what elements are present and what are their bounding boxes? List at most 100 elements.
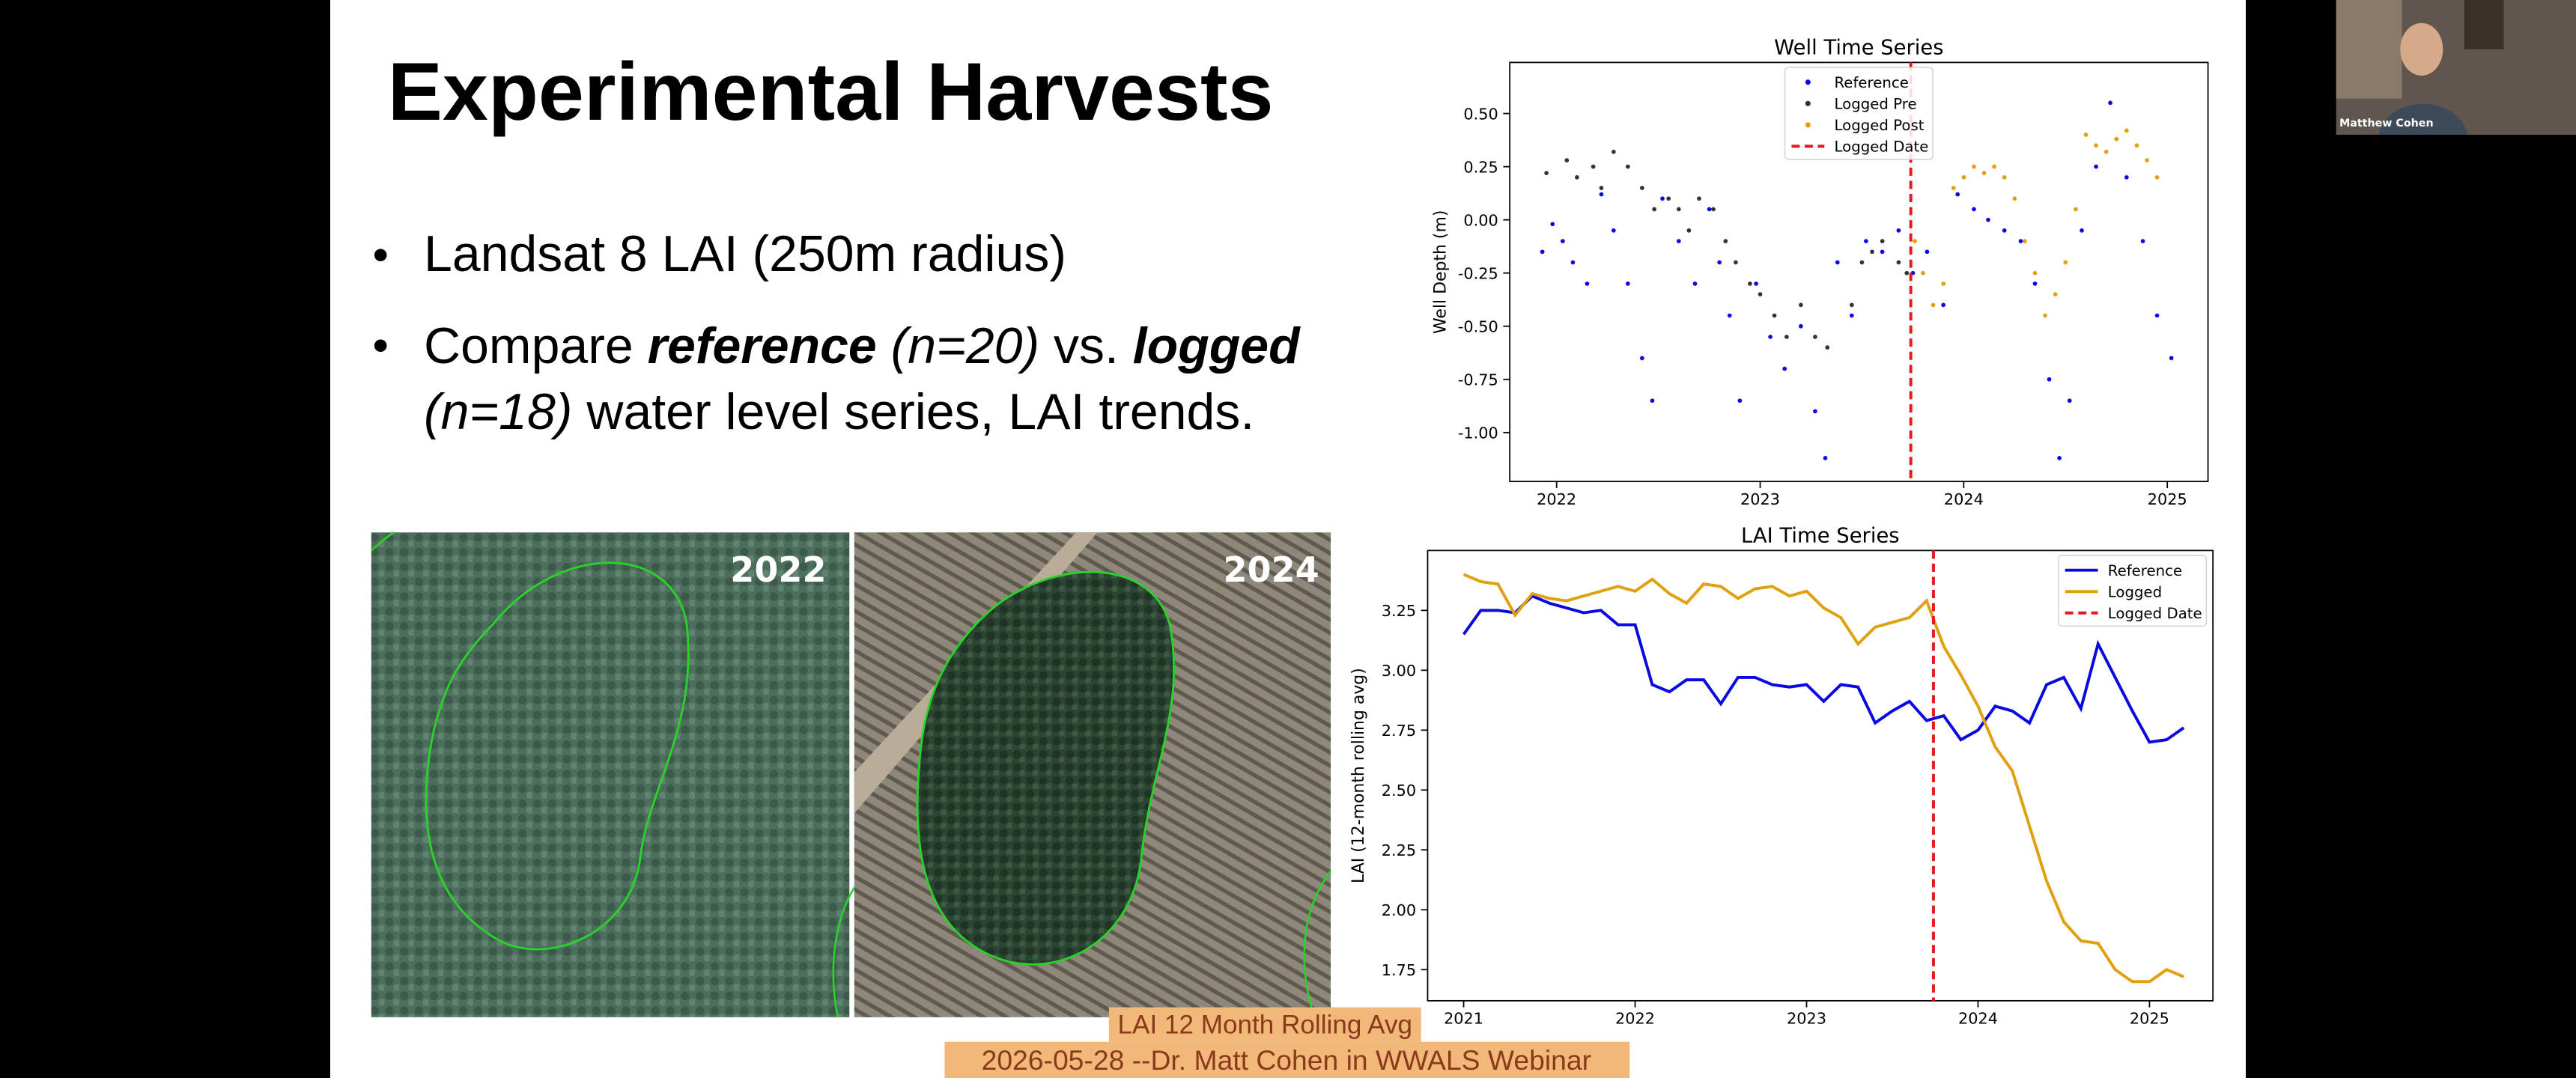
y-tick-label: -0.75 xyxy=(1458,371,1498,389)
legend-box xyxy=(2058,555,2208,627)
data-point xyxy=(1660,196,1665,201)
data-point xyxy=(1904,270,1910,275)
data-point xyxy=(1955,192,1960,197)
legend-label: Logged Pre xyxy=(1834,96,1916,113)
bullet-marker: • xyxy=(368,232,393,281)
data-point xyxy=(2067,398,2072,404)
data-point xyxy=(1799,302,1803,308)
photo-label: 2022 xyxy=(730,549,826,590)
data-point xyxy=(1880,239,1885,243)
data-point xyxy=(1896,228,1901,233)
caption: 2026-05-28 --Dr. Matt Cohen in WWALS Web… xyxy=(982,1044,1591,1076)
data-point xyxy=(1737,398,1743,404)
data-point xyxy=(1734,260,1738,265)
data-point xyxy=(1650,398,1655,404)
y-tick-label: 0.50 xyxy=(1463,105,1498,123)
data-point xyxy=(1813,335,1817,339)
data-point xyxy=(1692,281,1698,286)
y-tick-label: 2.00 xyxy=(1382,901,1416,919)
text-run: reference xyxy=(648,317,877,374)
text-run: Compare xyxy=(424,317,648,374)
x-tick-label: 2023 xyxy=(1740,490,1780,508)
data-point xyxy=(1870,249,1874,255)
data-point xyxy=(1986,217,1990,222)
y-tick-label: 2.50 xyxy=(1382,782,1416,800)
data-point xyxy=(1570,260,1576,265)
legend-box xyxy=(1784,67,1933,160)
data-point xyxy=(2134,143,2139,148)
data-point xyxy=(1723,239,1728,243)
charts: Well Time Series Well Depth (m) 0.50 0.25 0.… xyxy=(1349,36,2214,1028)
text-run: (n=20) xyxy=(877,317,1039,374)
data-point xyxy=(1772,313,1777,318)
data-point xyxy=(1941,302,1946,308)
data-point xyxy=(1727,313,1732,318)
data-point xyxy=(1784,335,1789,339)
x-tick-label: 2024 xyxy=(1944,490,1984,508)
data-point xyxy=(1992,164,1996,169)
bullet-marker: • xyxy=(368,323,393,372)
data-point xyxy=(1540,249,1545,255)
data-point xyxy=(1931,302,1936,308)
caption-box xyxy=(1108,1007,1421,1042)
data-point xyxy=(1813,409,1817,414)
data-point xyxy=(2057,456,2062,460)
legend-marker xyxy=(1805,79,1811,85)
data-point xyxy=(2053,292,2058,296)
data-point xyxy=(2124,174,2129,180)
data-line xyxy=(1462,594,2185,744)
x-tick-label: 2025 xyxy=(2130,1010,2169,1028)
photo: 2022 xyxy=(370,532,850,1017)
data-point xyxy=(1599,186,1604,190)
photo: 2024 xyxy=(832,532,1332,1018)
data-point xyxy=(1544,171,1549,176)
data-point xyxy=(2124,128,2129,133)
video-background xyxy=(2464,0,2504,49)
data-point xyxy=(2114,136,2119,141)
bullet-text: Compare reference (n=20) vs. logged xyxy=(424,317,1301,374)
data-point xyxy=(1921,270,1925,275)
data-point xyxy=(2032,281,2038,286)
text-run: water level series, LAI trends. xyxy=(572,383,1254,440)
data-point xyxy=(1961,174,1966,180)
data-point xyxy=(1880,249,1885,255)
y-tick-label: 2.25 xyxy=(1382,841,1416,859)
data-point xyxy=(1925,249,1930,255)
data-point xyxy=(1799,323,1803,329)
plot-outline xyxy=(832,886,855,1018)
data-point xyxy=(1913,239,1917,243)
y-tick-label: -0.25 xyxy=(1458,264,1498,282)
participant-video: Matthew Cohen xyxy=(2336,0,2576,135)
data-point xyxy=(1717,260,1722,265)
legend-marker xyxy=(1805,122,1811,128)
plot-outline xyxy=(916,570,1176,966)
data-point xyxy=(2140,239,2145,243)
person-head xyxy=(2400,22,2443,76)
data-point xyxy=(2154,174,2160,180)
data-point xyxy=(2080,228,2084,233)
data-point xyxy=(2083,133,2089,137)
data-point xyxy=(2063,260,2068,265)
legend-label: Logged xyxy=(2108,583,2162,600)
caption: LAI 12 Month Rolling Avg xyxy=(1118,1011,1412,1040)
data-point xyxy=(2103,149,2109,154)
bullet-text: (n=18) water level series, LAI trends. xyxy=(424,383,1254,440)
data-point xyxy=(1835,260,1840,265)
text-run: (n=18) xyxy=(424,383,572,440)
legend-label: Logged Date xyxy=(2108,605,2202,622)
data-point xyxy=(1625,281,1630,286)
data-point xyxy=(1640,186,1644,190)
y-axis-label: LAI (12-month rolling avg) xyxy=(1349,668,1368,883)
data-point xyxy=(1748,281,1752,286)
data-point xyxy=(1625,164,1630,169)
y-tick-label: 3.00 xyxy=(1382,662,1416,680)
text-run: logged xyxy=(1133,317,1301,374)
data-point xyxy=(2002,228,2007,233)
y-tick-label: 0.00 xyxy=(1463,211,1498,229)
text-run: vs. xyxy=(1039,317,1133,374)
data-point xyxy=(1782,366,1787,371)
data-line xyxy=(1462,573,2184,984)
data-point xyxy=(1859,260,1865,265)
